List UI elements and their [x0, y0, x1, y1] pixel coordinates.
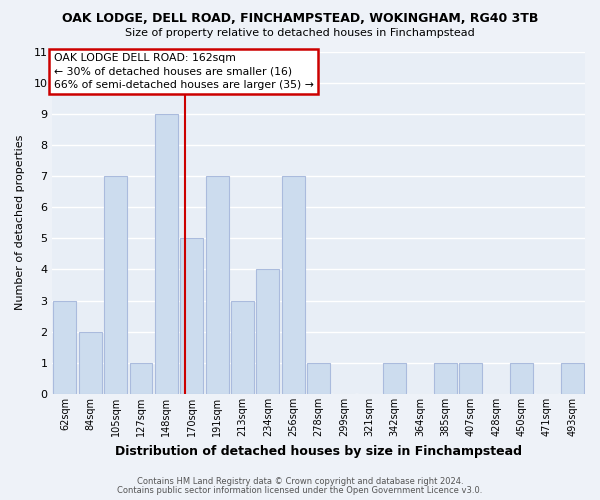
Bar: [231, 300, 254, 394]
Y-axis label: Number of detached properties: Number of detached properties: [15, 135, 25, 310]
Bar: [561, 363, 584, 394]
Bar: [460, 363, 482, 394]
Text: Size of property relative to detached houses in Finchampstead: Size of property relative to detached ho…: [125, 28, 475, 38]
Text: Contains HM Land Registry data © Crown copyright and database right 2024.: Contains HM Land Registry data © Crown c…: [137, 478, 463, 486]
Bar: [383, 363, 406, 394]
Bar: [130, 363, 152, 394]
Text: OAK LODGE, DELL ROAD, FINCHAMPSTEAD, WOKINGHAM, RG40 3TB: OAK LODGE, DELL ROAD, FINCHAMPSTEAD, WOK…: [62, 12, 538, 26]
X-axis label: Distribution of detached houses by size in Finchampstead: Distribution of detached houses by size …: [115, 444, 522, 458]
Bar: [510, 363, 533, 394]
Bar: [282, 176, 305, 394]
Bar: [434, 363, 457, 394]
Text: Contains public sector information licensed under the Open Government Licence v3: Contains public sector information licen…: [118, 486, 482, 495]
Bar: [256, 270, 279, 394]
Bar: [181, 238, 203, 394]
Bar: [104, 176, 127, 394]
Bar: [206, 176, 229, 394]
Bar: [307, 363, 330, 394]
Bar: [79, 332, 101, 394]
Text: OAK LODGE DELL ROAD: 162sqm
← 30% of detached houses are smaller (16)
66% of sem: OAK LODGE DELL ROAD: 162sqm ← 30% of det…: [54, 53, 314, 90]
Bar: [53, 300, 76, 394]
Bar: [155, 114, 178, 394]
